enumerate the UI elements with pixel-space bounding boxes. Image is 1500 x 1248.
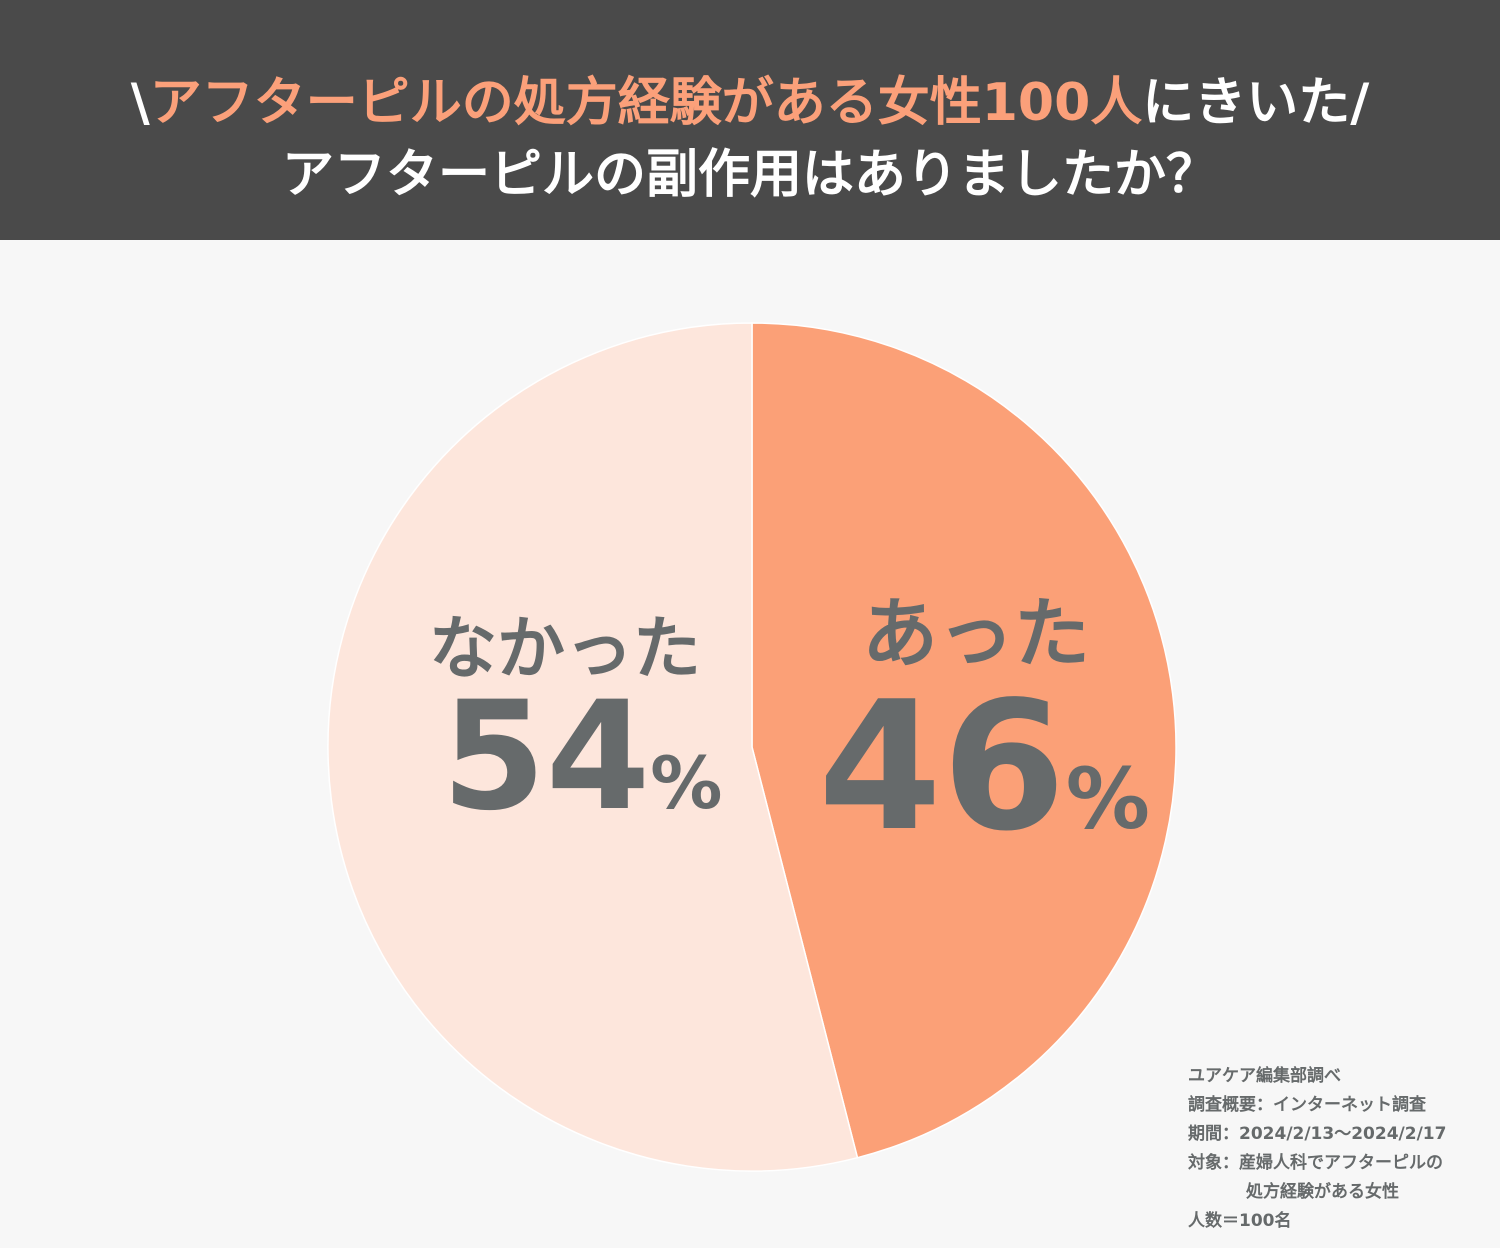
slice-value-no: 54% xyxy=(442,670,723,844)
pie-slice-no xyxy=(327,322,859,1172)
slice-value-no-unit: % xyxy=(650,741,722,825)
slice-value-yes-number: 46 xyxy=(818,663,1066,870)
notes-target: 対象：産婦人科でアフターピルの xyxy=(1188,1153,1443,1173)
notes-count: 人数＝100名 xyxy=(1188,1211,1292,1231)
slice-value-no-number: 54 xyxy=(442,670,651,844)
pie-slices xyxy=(327,322,1177,1172)
slice-value-yes: 46% xyxy=(818,663,1150,870)
header-title: \アフターピルの処方経験がある女性100人にきいた/ xyxy=(0,68,1500,138)
survey-notes: ユアケア編集部調べ 調査概要：インターネット調査 期間：2024/2/13〜20… xyxy=(1188,1062,1498,1236)
pie-slice-yes xyxy=(751,322,1177,1159)
notes-method: 調査概要：インターネット調査 xyxy=(1188,1095,1426,1115)
title-prefix: \ xyxy=(130,73,150,133)
slice-label-no: なかった xyxy=(429,610,701,689)
slice-label-yes: あった xyxy=(862,589,1090,678)
notes-period: 期間：2024/2/13〜2024/2/17 xyxy=(1188,1124,1447,1144)
pie-labels: あった 46% なかった 54% xyxy=(429,589,1150,870)
notes-source: ユアケア編集部調べ xyxy=(1188,1066,1341,1086)
notes-target-cont: 処方経験がある女性 xyxy=(1246,1182,1399,1202)
header-subtitle: アフターピルの副作用はありましたか？ xyxy=(281,145,1218,205)
header-banner: \アフターピルの処方経験がある女性100人にきいた/ アフターピルの副作用はあり… xyxy=(0,0,1500,240)
slice-value-yes-unit: % xyxy=(1066,750,1150,848)
title-highlight: アフターピルの処方経験がある女性100人 xyxy=(149,73,1143,133)
title-suffix: にきいた/ xyxy=(1142,73,1370,133)
